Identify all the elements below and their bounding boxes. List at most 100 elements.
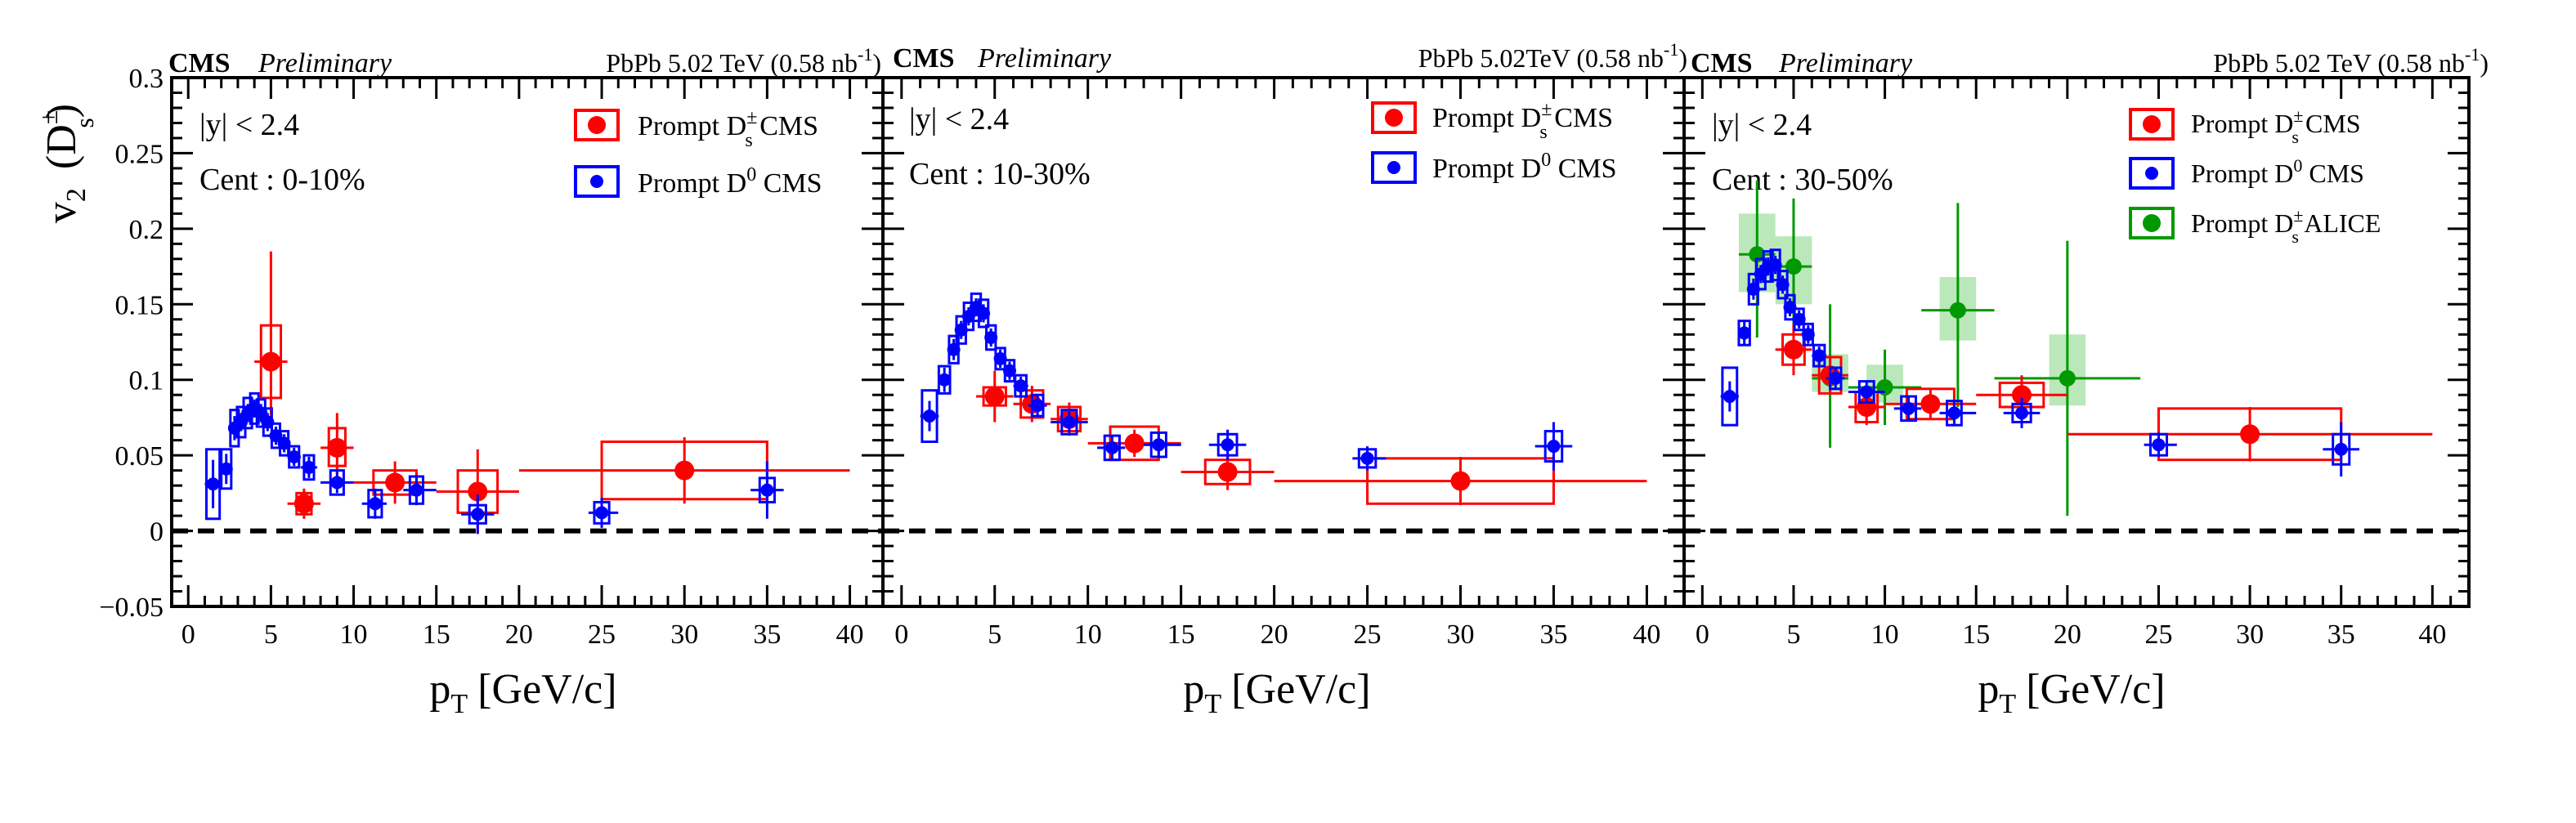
data-point [1792, 307, 1806, 332]
plot-area: 0 5 10 15 20 25 30 35 40 [881, 76, 1686, 650]
legend-swatch-box [2129, 157, 2175, 190]
x-axis-title: pT [GeV/c] [1183, 666, 1370, 719]
data-point [1737, 320, 1751, 347]
y-tick-label: 0.05 [115, 441, 164, 472]
series-cms-ds [254, 251, 850, 535]
x-tick-label: 40 [2418, 619, 2446, 650]
svg-text:Prompt D0 CMS: Prompt D0 CMS [638, 164, 822, 199]
marker [1062, 415, 1076, 429]
legend: Prompt D± s CMS Prompt D0 CMS [1432, 99, 1617, 184]
data-point [947, 334, 961, 365]
marker [385, 472, 405, 493]
x-tick-label: 5 [264, 619, 278, 650]
x-axis-title: pT [GeV/c] [429, 666, 616, 719]
data-point [1352, 446, 1387, 471]
x-tick-label: 0 [181, 619, 195, 650]
marker [1947, 406, 1961, 420]
data-point [277, 430, 291, 457]
marker [471, 508, 485, 521]
x-tick-label: 35 [753, 619, 781, 650]
data-point [403, 475, 437, 506]
marker [287, 450, 301, 463]
marker [760, 483, 774, 497]
marker [1152, 438, 1166, 452]
marker [1014, 379, 1028, 393]
legend-entry-prompt-ds-cms: Prompt D± s CMS [638, 107, 818, 151]
y-axis-title-main: v [38, 202, 85, 223]
marker [2015, 406, 2029, 420]
legend-swatch [2129, 157, 2175, 190]
x-axis-title: pT [GeV/c] [1978, 666, 2165, 719]
legend-swatch [574, 109, 620, 141]
x-tick-label: 15 [423, 619, 450, 650]
data-point [2144, 432, 2177, 457]
data-point [300, 454, 318, 481]
plot-area: −0.05 0 0.05 0.1 0.15 0.2 0.25 0.3 0 5 10 15 20 25 30 3… [99, 64, 885, 650]
x-tick-label: 35 [1539, 619, 1567, 650]
series-cms-ds [1775, 324, 2433, 462]
legend-swatch [574, 165, 620, 198]
plot-area: 0 5 10 15 20 25 30 35 40 [1682, 76, 2471, 650]
marker [2152, 438, 2166, 452]
svg-text:Prompt D±s ALICE: Prompt D± s ALICE [2191, 205, 2381, 247]
marker [1105, 441, 1119, 454]
preliminary-label: Preliminary [977, 43, 1112, 74]
centrality-label: Cent : 10-30% [909, 157, 1091, 191]
data-point [1013, 373, 1028, 398]
preliminary-label: Preliminary [258, 48, 392, 78]
x-tick-label: 15 [1962, 619, 1990, 650]
x-tick-label: 35 [2327, 619, 2355, 650]
data-point [1812, 343, 1827, 368]
marker [2059, 369, 2076, 387]
panel-cent-10-30: CMS Preliminary PbPb 5.02TeV (0.58 nb-1)… [881, 39, 1687, 719]
data-point [1768, 248, 1782, 282]
legend-swatch-box [1371, 151, 1417, 184]
rapidity-label: |y| < 2.4 [1712, 108, 1812, 142]
data-point [1893, 395, 1922, 423]
x-tick-label: 10 [1871, 619, 1899, 650]
collision-info: PbPb 5.02 TeV (0.58 nb-1) [606, 44, 881, 78]
y-tick-label: 0 [150, 517, 164, 548]
legend-swatch-box [574, 109, 620, 141]
marker [1002, 364, 1016, 378]
x-tick-label: 30 [2236, 619, 2264, 650]
marker [1785, 258, 1802, 275]
marker [1829, 371, 1843, 385]
panel-cent-0-10: CMS Preliminary PbPb 5.02 TeV (0.58 nb-1… [99, 44, 885, 719]
data-point [1826, 366, 1845, 391]
data-point [2323, 422, 2360, 477]
y-tick-label: 0.25 [115, 139, 164, 169]
collision-info: PbPb 5.02TeV (0.58 nb-1) [1418, 39, 1687, 73]
data-point [1994, 240, 2141, 517]
marker [2012, 385, 2032, 405]
marker [1360, 451, 1374, 465]
data-point [977, 298, 991, 329]
marker [206, 477, 220, 491]
legend-swatch-box [2129, 108, 2175, 141]
collision-info: PbPb 5.02 TeV (0.58 nb-1) [2213, 44, 2489, 78]
data-point [320, 469, 354, 496]
data-point [1776, 270, 1790, 300]
svg-text:Prompt D0 CMS: Prompt D0 CMS [1432, 150, 1617, 184]
plot-frame [1682, 76, 2471, 608]
marker [468, 481, 488, 502]
data-point [1848, 380, 1885, 404]
data-point [287, 488, 321, 519]
marker [1221, 438, 1234, 452]
legend-swatch-marker [1387, 161, 1400, 174]
rapidity-label: |y| < 2.4 [199, 108, 299, 142]
marker [1902, 401, 1915, 415]
y-tick-label: −0.05 [99, 593, 164, 623]
legend-entry-prompt-ds-cms: Prompt D± s CMS [1432, 99, 1613, 143]
marker [947, 342, 961, 356]
data-point [1720, 366, 1739, 427]
marker [674, 460, 695, 481]
marker [2334, 442, 2348, 456]
x-tick-label: 40 [1633, 619, 1660, 650]
marker [1124, 433, 1145, 454]
data-point [1801, 322, 1815, 347]
x-tick-label: 20 [1261, 619, 1288, 650]
marker [1776, 278, 1790, 292]
legend-swatch-marker [2145, 167, 2158, 180]
x-tick-label: 10 [1074, 619, 1102, 650]
